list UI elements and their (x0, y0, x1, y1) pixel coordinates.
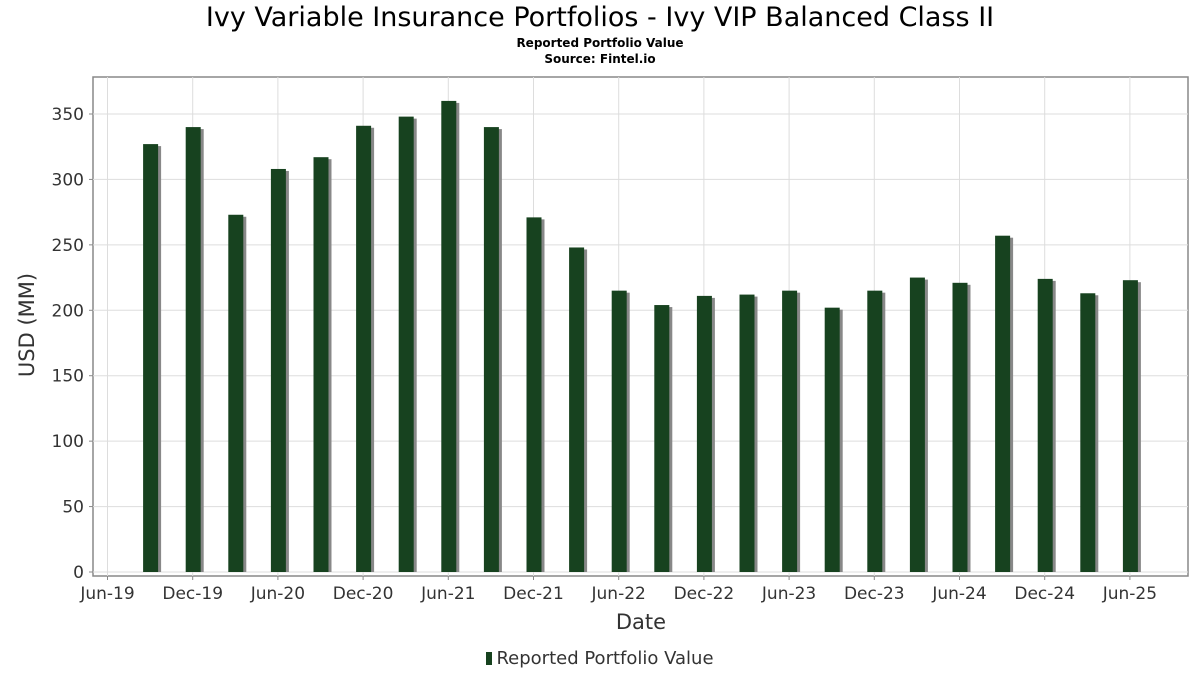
y-tick-label: 50 (62, 498, 84, 518)
bar (952, 282, 968, 572)
bar (441, 100, 457, 573)
y-tick-label: 300 (52, 170, 84, 190)
x-tick-label: Dec-19 (162, 584, 223, 604)
bar (654, 305, 670, 572)
x-tick-label: Jun-20 (250, 584, 305, 604)
bar (483, 127, 499, 572)
bar (398, 116, 414, 573)
x-tick-label: Dec-24 (1014, 584, 1075, 604)
y-tick-label: 350 (52, 105, 84, 125)
y-tick-label: 100 (52, 432, 84, 452)
y-axis-label: USD (MM) (15, 273, 39, 377)
bar (270, 168, 286, 572)
bar (1037, 278, 1053, 572)
y-tick-label: 150 (52, 367, 84, 387)
bar (824, 307, 840, 572)
bar (313, 157, 329, 572)
bar (739, 294, 755, 572)
bar (995, 235, 1011, 572)
x-axis-label: Date (616, 610, 666, 634)
x-tick-label: Jun-21 (420, 584, 475, 604)
bar (228, 214, 244, 572)
x-tick-label: Jun-19 (79, 584, 134, 604)
bar (867, 290, 883, 572)
legend: Reported Portfolio Value (0, 648, 1200, 669)
chart-source: Source: Fintel.io (544, 52, 656, 66)
bar (909, 277, 925, 572)
bar (1080, 293, 1096, 572)
x-tick-label: Jun-25 (1102, 584, 1157, 604)
bar (526, 217, 542, 572)
bar (356, 125, 372, 572)
chart-subtitle: Reported Portfolio Value (516, 36, 684, 50)
legend-swatch (486, 652, 493, 665)
x-tick-label: Dec-23 (844, 584, 905, 604)
x-tick-label: Jun-22 (591, 584, 646, 604)
x-tick-label: Dec-21 (503, 584, 564, 604)
bar (1122, 280, 1138, 572)
plot-area (92, 76, 1189, 577)
y-tick-label: 200 (52, 301, 84, 321)
bar (185, 127, 201, 572)
x-tick-label: Dec-20 (333, 584, 394, 604)
chart-title: Ivy Variable Insurance Portfolios - Ivy … (205, 2, 995, 33)
y-tick-label: 0 (73, 563, 84, 583)
bar (611, 290, 627, 572)
bar (696, 295, 712, 572)
y-tick-label: 250 (52, 236, 84, 256)
bar (569, 247, 585, 572)
bar (143, 144, 159, 572)
bar (782, 290, 798, 572)
legend-label: Reported Portfolio Value (496, 648, 714, 669)
x-tick-label: Jun-23 (761, 584, 816, 604)
x-tick-label: Jun-24 (931, 584, 986, 604)
x-tick-label: Dec-22 (674, 584, 735, 604)
